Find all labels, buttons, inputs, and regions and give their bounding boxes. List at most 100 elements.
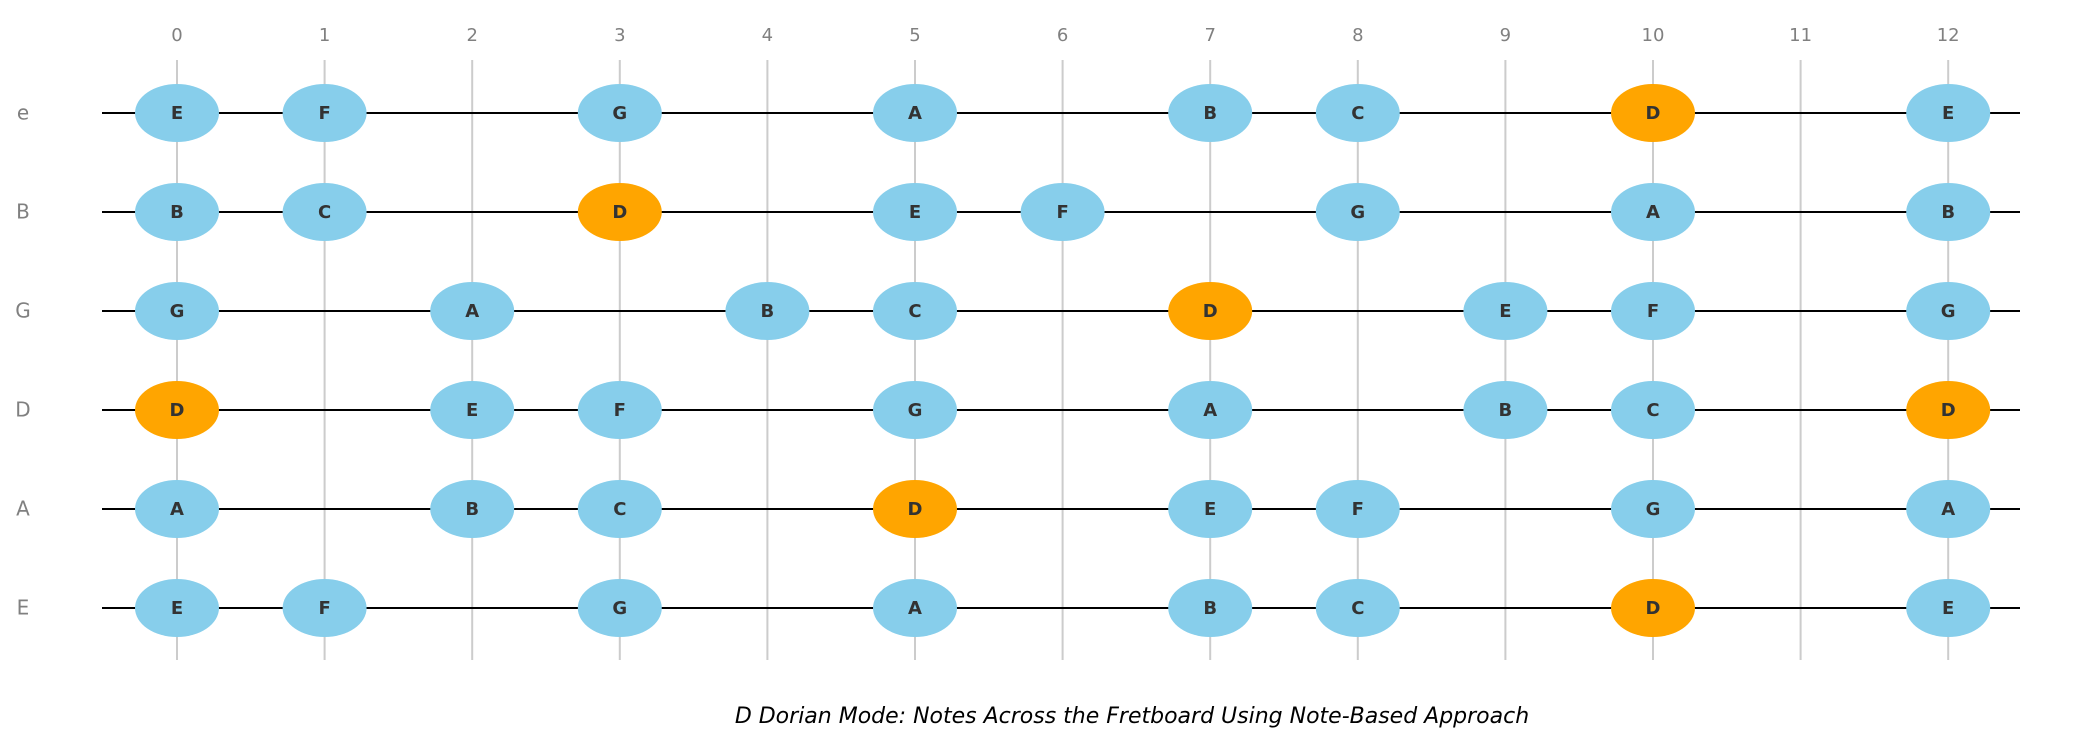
note-label: C xyxy=(613,499,626,520)
fret-numbers: 0 1 2 3 4 5 6 7 8 9 10 11 12 xyxy=(171,25,1959,46)
note-label: A xyxy=(908,598,922,619)
note-marker xyxy=(135,480,219,538)
root-note-marker xyxy=(1611,579,1695,637)
note-label: A xyxy=(908,103,922,124)
note-marker xyxy=(1168,381,1253,439)
note-marker xyxy=(1611,480,1695,538)
note-label: B xyxy=(1203,103,1217,124)
note-label: D xyxy=(612,202,627,223)
note-marker xyxy=(135,84,219,142)
string-name-2: G xyxy=(15,299,31,323)
note-label: G xyxy=(612,598,627,619)
fret-number-0: 0 xyxy=(171,25,182,46)
note-marker xyxy=(1168,579,1253,637)
note-label: D xyxy=(170,400,185,421)
note-label: D xyxy=(1203,301,1218,322)
note-marker xyxy=(873,84,957,142)
note-label: E xyxy=(466,400,478,421)
note-label: C xyxy=(318,202,331,223)
note-marker xyxy=(1315,480,1400,538)
note-marker xyxy=(1906,84,1991,142)
note-marker xyxy=(577,381,662,439)
note-label: E xyxy=(1942,103,1954,124)
note-label: C xyxy=(1646,400,1659,421)
root-note-marker xyxy=(1611,84,1695,142)
note-marker xyxy=(1463,381,1548,439)
note-marker xyxy=(873,381,957,439)
note-marker xyxy=(282,183,367,241)
note-marker xyxy=(577,84,662,142)
note-label: G xyxy=(1646,499,1661,520)
note-marker xyxy=(873,579,957,637)
note-label: E xyxy=(1942,598,1954,619)
note-label: A xyxy=(1646,202,1660,223)
note-label: F xyxy=(1056,202,1068,223)
note-label: D xyxy=(1646,103,1661,124)
note-label: C xyxy=(908,301,921,322)
note-marker xyxy=(430,381,515,439)
note-marker xyxy=(1463,282,1548,340)
fret-number-12: 12 xyxy=(1937,25,1960,46)
note-label: E xyxy=(1499,301,1511,322)
fret-number-11: 11 xyxy=(1789,25,1812,46)
note-label: G xyxy=(170,301,185,322)
note-label: F xyxy=(614,400,626,421)
note-label: B xyxy=(1499,400,1513,421)
chart-title: D Dorian Mode: Notes Across the Fretboar… xyxy=(735,704,1529,729)
fret-number-4: 4 xyxy=(762,25,773,46)
note-marker xyxy=(430,480,515,538)
note-marker xyxy=(1315,579,1400,637)
note-label: C xyxy=(1351,103,1364,124)
note-marker xyxy=(135,579,219,637)
note-label: E xyxy=(171,598,183,619)
note-label: F xyxy=(318,103,330,124)
note-label: E xyxy=(171,103,183,124)
string-name-1: B xyxy=(16,200,30,224)
note-marker xyxy=(873,183,957,241)
note-label: G xyxy=(612,103,627,124)
note-marker xyxy=(135,183,219,241)
note-label: B xyxy=(1203,598,1217,619)
note-label: E xyxy=(1204,499,1216,520)
note-marker xyxy=(1906,282,1991,340)
note-markers: E F G A B C D E B C D E F G A B G A B C D E F G D E F G A B C D A B C D E F G A… xyxy=(135,84,1991,637)
note-label: G xyxy=(908,400,923,421)
note-label: F xyxy=(1352,499,1364,520)
string-name-4: A xyxy=(16,497,30,521)
fret-number-6: 6 xyxy=(1057,25,1068,46)
fret-number-1: 1 xyxy=(319,25,330,46)
note-label: A xyxy=(170,499,184,520)
note-marker xyxy=(1611,381,1695,439)
note-marker xyxy=(430,282,515,340)
fret-lines xyxy=(176,60,1950,660)
fret-number-7: 7 xyxy=(1204,25,1215,46)
fret-number-9: 9 xyxy=(1500,25,1511,46)
note-marker xyxy=(1168,480,1253,538)
note-label: B xyxy=(170,202,184,223)
note-label: F xyxy=(318,598,330,619)
note-label: C xyxy=(1351,598,1364,619)
note-marker xyxy=(725,282,810,340)
note-marker xyxy=(282,579,367,637)
note-label: A xyxy=(1203,400,1217,421)
fret-number-5: 5 xyxy=(909,25,920,46)
fret-number-8: 8 xyxy=(1352,25,1363,46)
string-name-5: E xyxy=(17,596,30,620)
note-marker xyxy=(577,480,662,538)
string-name-0: e xyxy=(17,101,29,125)
note-label: E xyxy=(909,202,921,223)
note-label: G xyxy=(1941,301,1956,322)
fret-number-2: 2 xyxy=(466,25,477,46)
note-marker xyxy=(577,579,662,637)
root-note-marker xyxy=(1168,282,1253,340)
note-marker xyxy=(282,84,367,142)
note-marker xyxy=(1168,84,1253,142)
note-label: B xyxy=(465,499,479,520)
note-marker xyxy=(1906,480,1991,538)
note-label: D xyxy=(1646,598,1661,619)
note-marker xyxy=(1611,183,1695,241)
fret-number-10: 10 xyxy=(1642,25,1665,46)
root-note-marker xyxy=(1906,381,1991,439)
note-label: F xyxy=(1647,301,1659,322)
